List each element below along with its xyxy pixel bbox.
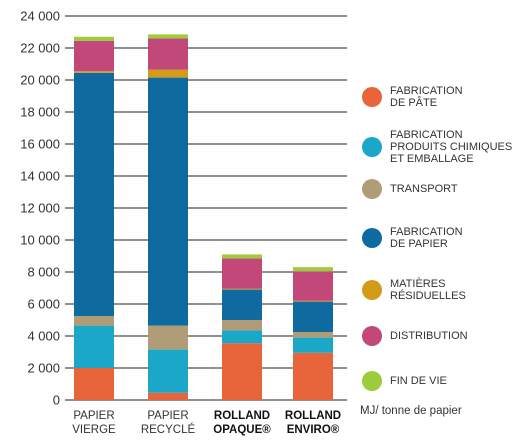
legend-item: FABRICATION DE PÂTE bbox=[362, 85, 463, 109]
bar-segment bbox=[222, 330, 262, 344]
bar-segment bbox=[222, 254, 262, 259]
legend-swatch bbox=[362, 326, 382, 346]
y-tick-label: 6 000 bbox=[27, 297, 60, 312]
bar-segment bbox=[74, 368, 114, 400]
y-tick-label: 4 000 bbox=[27, 329, 60, 344]
bar-segment bbox=[148, 77, 188, 326]
y-tick-label: 22 000 bbox=[20, 41, 60, 56]
bar-segment bbox=[148, 38, 188, 70]
bar-segment bbox=[293, 301, 333, 332]
bar-segment bbox=[293, 337, 333, 353]
y-tick-label: 20 000 bbox=[20, 73, 60, 88]
legend-item: TRANSPORT bbox=[362, 179, 458, 199]
bar-segment bbox=[293, 300, 333, 302]
legend-label: MATIÈRES RÉSIDUELLES bbox=[390, 278, 466, 302]
legend-swatch bbox=[362, 87, 382, 107]
category-label: ENVIRO® bbox=[287, 424, 340, 436]
bar-segment bbox=[222, 320, 262, 331]
y-tick-label: 12 000 bbox=[20, 201, 60, 216]
bar-segment bbox=[74, 325, 114, 368]
legend-label: FIN DE VIE bbox=[390, 375, 447, 387]
legend-item: FABRICATION PRODUITS CHIMIQUES ET EMBALL… bbox=[362, 129, 512, 165]
bar-segment bbox=[293, 332, 333, 338]
category-label: RECYCLÉ bbox=[141, 423, 196, 436]
bar-segment bbox=[293, 352, 333, 400]
legend-label: DISTRIBUTION bbox=[390, 330, 468, 342]
category-label: ROLLAND bbox=[285, 410, 341, 422]
bar-segment bbox=[74, 40, 114, 72]
bar-segment bbox=[222, 289, 262, 320]
y-tick-label: 0 bbox=[53, 393, 60, 408]
category-label: OPAQUE® bbox=[213, 424, 271, 436]
bar-segment bbox=[222, 258, 262, 289]
legend-label: FABRICATION DE PAPIER bbox=[390, 226, 463, 250]
legend-item: FIN DE VIE bbox=[362, 371, 447, 391]
bar-segment bbox=[74, 72, 114, 316]
legend-swatch bbox=[362, 280, 382, 300]
legend-item: FABRICATION DE PAPIER bbox=[362, 226, 463, 250]
category-label: ROLLAND bbox=[214, 410, 270, 422]
y-tick-label: 18 000 bbox=[20, 105, 60, 120]
bar-segment bbox=[148, 349, 188, 393]
category-label: PAPIER bbox=[147, 410, 188, 422]
legend-swatch bbox=[362, 137, 382, 157]
category-label: PAPIER bbox=[73, 410, 114, 422]
legend: FABRICATION DE PÂTE FABRICATION PRODUITS … bbox=[362, 0, 529, 444]
y-tick-label: 16 000 bbox=[20, 137, 60, 152]
bar-segment bbox=[74, 71, 114, 73]
legend-item: DISTRIBUTION bbox=[362, 326, 468, 346]
bar-segment bbox=[293, 267, 333, 272]
legend-swatch bbox=[362, 228, 382, 248]
bar-segment bbox=[148, 69, 188, 78]
category-label: VIERGE bbox=[72, 424, 116, 436]
bar-segment bbox=[222, 343, 262, 400]
legend-label: FABRICATION PRODUITS CHIMIQUES ET EMBALL… bbox=[390, 129, 513, 165]
legend-label: TRANSPORT bbox=[390, 183, 458, 195]
bar-segment bbox=[148, 392, 188, 400]
bar-segment bbox=[148, 34, 188, 39]
y-tick-label: 10 000 bbox=[20, 233, 60, 248]
legend-label: FABRICATION DE PÂTE bbox=[390, 85, 463, 109]
y-tick-label: 24 000 bbox=[20, 9, 60, 24]
unit-label: MJ/ tonne de papier bbox=[360, 405, 462, 417]
legend-swatch bbox=[362, 371, 382, 391]
legend-item: MATIÈRES RÉSIDUELLES bbox=[362, 278, 466, 302]
bar-segment bbox=[222, 288, 262, 290]
y-tick-label: 8 000 bbox=[27, 265, 60, 280]
bar-segment bbox=[74, 316, 114, 326]
bar-segment bbox=[74, 36, 114, 41]
bar-segment bbox=[148, 325, 188, 350]
legend-swatch bbox=[362, 179, 382, 199]
y-tick-label: 2 000 bbox=[27, 361, 60, 376]
stacked-bar-chart: 0 2 000 4 000 6 000 8 000 10 000 12 000 14 000 1… bbox=[20, 9, 347, 436]
y-tick-label: 14 000 bbox=[20, 169, 60, 184]
bar-segment bbox=[293, 271, 333, 301]
